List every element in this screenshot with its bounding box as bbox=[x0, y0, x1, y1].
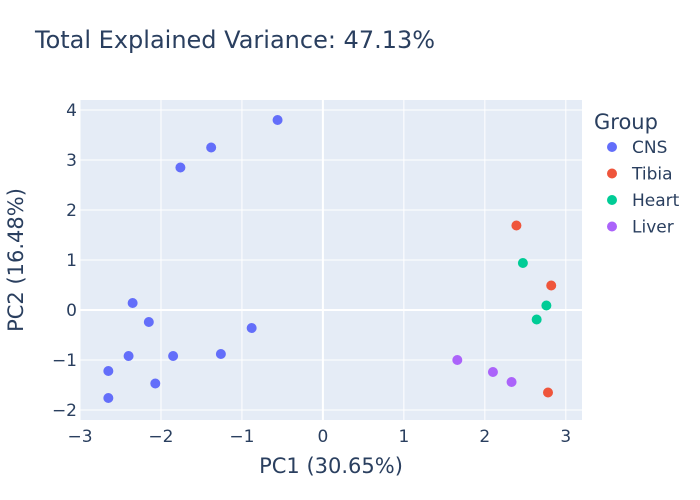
legend-label-heart: Heart bbox=[632, 191, 680, 211]
point-tibia bbox=[546, 280, 557, 291]
x-tick-label: 2 bbox=[479, 427, 490, 447]
gridlines bbox=[79, 100, 582, 420]
point-cns bbox=[246, 323, 257, 333]
point-cns bbox=[103, 366, 114, 376]
point-tibia bbox=[542, 387, 553, 398]
x-tick-label: −1 bbox=[229, 427, 254, 447]
x-tick-label: 1 bbox=[398, 427, 409, 447]
x-tick-label: 0 bbox=[317, 427, 328, 447]
y-tick-labels: −2 −1 0 1 2 3 4 bbox=[52, 101, 77, 421]
legend-label-tibia: Tibia bbox=[631, 165, 673, 185]
legend-marker-liver bbox=[607, 221, 617, 232]
point-liver bbox=[452, 355, 463, 365]
x-tick-label: 3 bbox=[560, 427, 571, 447]
zero-lines bbox=[80, 100, 582, 420]
legend-label-liver: Liver bbox=[632, 218, 674, 238]
point-cns bbox=[206, 142, 217, 153]
legend-label-cns: CNS bbox=[632, 138, 667, 158]
legend-title: Group bbox=[594, 110, 658, 134]
data-points bbox=[103, 115, 557, 403]
y-tick-label: −1 bbox=[52, 351, 77, 371]
x-tick-labels: −3 −2 −1 0 1 2 3 bbox=[67, 427, 571, 447]
point-liver bbox=[506, 377, 517, 387]
y-tick-label: 1 bbox=[66, 251, 77, 271]
legend: Group CNS Tibia Heart Liver bbox=[594, 110, 680, 238]
point-heart bbox=[541, 300, 552, 311]
point-cns bbox=[272, 115, 283, 125]
point-cns bbox=[127, 298, 138, 308]
legend-marker-tibia bbox=[607, 168, 617, 179]
y-tick-label: 0 bbox=[66, 301, 77, 321]
x-tick-label: −3 bbox=[67, 427, 92, 447]
y-axis-title: PC2 (16.48%) bbox=[4, 188, 28, 332]
y-tick-label: −2 bbox=[52, 401, 77, 421]
point-cns bbox=[103, 393, 114, 403]
chart-title: Total Explained Variance: 47.13% bbox=[35, 26, 436, 54]
x-tick-label: −2 bbox=[148, 427, 173, 447]
point-cns bbox=[215, 349, 226, 359]
legend-marker-heart bbox=[607, 195, 617, 205]
legend-marker-cns bbox=[607, 142, 617, 152]
point-cns bbox=[175, 162, 186, 173]
point-tibia bbox=[511, 220, 522, 231]
point-cns bbox=[143, 317, 154, 327]
point-cns bbox=[168, 351, 179, 361]
point-heart bbox=[531, 314, 542, 325]
point-liver bbox=[487, 367, 498, 377]
y-tick-label: 4 bbox=[66, 101, 77, 121]
point-heart bbox=[517, 258, 528, 268]
y-tick-label: 3 bbox=[66, 151, 77, 171]
point-cns bbox=[150, 378, 161, 389]
point-cns bbox=[123, 351, 134, 361]
x-axis-title: PC1 (30.65%) bbox=[259, 454, 403, 478]
y-tick-label: 2 bbox=[66, 201, 77, 221]
